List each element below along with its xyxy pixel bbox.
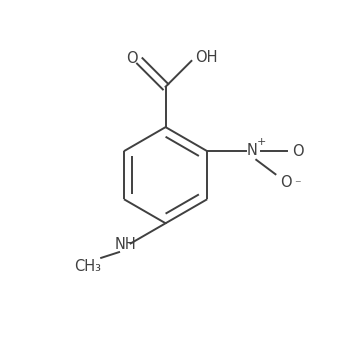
- Text: OH: OH: [195, 50, 218, 64]
- Text: O: O: [292, 144, 303, 159]
- Text: NH: NH: [115, 237, 137, 252]
- Text: N: N: [247, 143, 258, 158]
- Text: +: +: [256, 136, 266, 147]
- Text: CH₃: CH₃: [74, 259, 101, 274]
- Text: O: O: [280, 175, 292, 190]
- Text: O: O: [126, 51, 138, 67]
- Text: ⁻: ⁻: [294, 178, 301, 191]
